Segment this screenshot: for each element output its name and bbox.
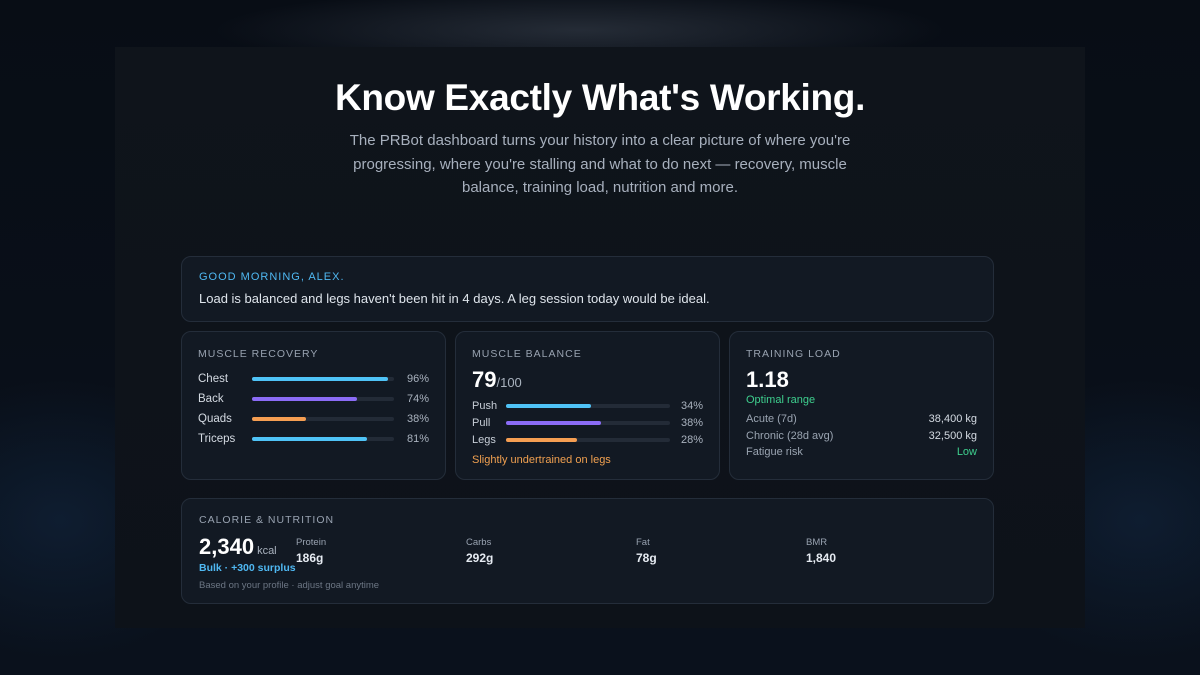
recovery-row: Back 74%	[198, 389, 429, 409]
macro-fat: Fat 78g	[636, 537, 806, 574]
recovery-track	[252, 417, 394, 421]
balance-list: Push 34% Pull 38% Legs 28%	[472, 397, 703, 448]
recovery-fill	[252, 397, 358, 401]
load-row: Chronic (28d avg) 32,500 kg	[746, 430, 977, 447]
balance-track	[505, 420, 671, 425]
load-row: Fatigue risk Low	[746, 446, 977, 463]
recovery-value: 96%	[406, 373, 429, 385]
recovery-muscle-label: Back	[198, 393, 224, 405]
fatigue-risk-value: Low	[956, 446, 977, 458]
hero-title: Know Exactly What's Working.	[334, 77, 866, 118]
balance-note: Slightly undertrained on legs	[472, 454, 611, 466]
macro-bmr: BMR 1,840	[806, 537, 976, 574]
muscle-recovery-card[interactable]: MUSCLE RECOVERY Chest 96% Back 74% Quads…	[181, 331, 446, 480]
calorie-unit: kcal	[257, 545, 277, 557]
balance-category-label: Legs	[472, 433, 496, 446]
dashboard-showcase-panel: Know Exactly What's Working. The PRBot d…	[115, 47, 1085, 628]
greeting-message: Load is balanced and legs haven't been h…	[199, 291, 710, 306]
recovery-value: 38%	[406, 413, 429, 425]
recovery-muscle-label: Chest	[198, 373, 229, 385]
balance-value: 38%	[680, 416, 703, 429]
balance-fill	[505, 437, 577, 442]
recovery-list: Chest 96% Back 74% Quads 38% Triceps 81%	[198, 369, 429, 449]
recovery-fill	[252, 377, 389, 381]
balance-fill	[505, 420, 602, 425]
balance-score-max: /100	[496, 375, 522, 390]
load-row: Acute (7d) 38,400 kg	[746, 413, 977, 430]
recovery-fill	[252, 437, 368, 441]
muscle-recovery-title: MUSCLE RECOVERY	[198, 348, 319, 360]
balance-category-label: Pull	[472, 416, 491, 429]
recovery-track	[252, 397, 394, 401]
recovery-row: Chest 96%	[198, 369, 429, 389]
balance-score-value: 79	[472, 367, 497, 392]
macro-columns: Protein 186g Carbs 292g Fat 78g BMR 1,84…	[296, 537, 976, 574]
recovery-fill	[252, 417, 306, 421]
training-load-list: Acute (7d) 38,400 kg Chronic (28d avg) 3…	[746, 413, 977, 463]
load-row-label: Fatigue risk	[746, 446, 803, 458]
recovery-value: 74%	[406, 393, 429, 405]
nutrition-card[interactable]: CALORIE & NUTRITION 2,340 kcal Bulk · +3…	[181, 498, 994, 604]
training-load-status: Optimal range	[746, 394, 816, 406]
load-row-value: 38,400 kg	[928, 413, 977, 425]
macro-value: 186g	[296, 551, 324, 565]
calorie-goal: Bulk · +300 surplus	[199, 562, 296, 574]
macro-label: Protein	[296, 537, 327, 548]
balance-category-label: Push	[472, 399, 498, 412]
balance-track	[505, 403, 671, 408]
nutrition-footnote: Based on your profile · adjust goal anyt…	[199, 580, 380, 591]
calorie-total: 2,340 kcal	[199, 534, 296, 560]
calorie-value: 2,340	[199, 534, 255, 559]
load-row-value: 32,500 kg	[928, 429, 977, 442]
load-row-label: Acute (7d)	[746, 413, 797, 425]
balance-row: Pull 38%	[472, 414, 703, 431]
macro-value: 1,840	[806, 551, 837, 565]
balance-track	[505, 437, 671, 442]
macro-carbs: Carbs 292g	[466, 537, 636, 574]
recovery-muscle-label: Quads	[198, 413, 232, 425]
training-load-title: TRAINING LOAD	[746, 348, 841, 360]
macro-label: BMR	[806, 537, 828, 548]
recovery-track	[252, 377, 394, 381]
recovery-row: Quads 38%	[198, 409, 429, 429]
nutrition-title: CALORIE & NUTRITION	[199, 514, 335, 526]
nutrition-body: 2,340 kcal Bulk · +300 surplus Protein 1…	[199, 534, 976, 574]
training-load-card[interactable]: TRAINING LOAD 1.18 Optimal range Acute (…	[729, 331, 994, 480]
greeting-label: GOOD MORNING, ALEX.	[199, 271, 345, 283]
muscle-balance-card[interactable]: MUSCLE BALANCE 79 /100 Push 34% Pull 38%…	[455, 331, 720, 480]
balance-score: 79 /100	[472, 367, 703, 393]
balance-value: 28%	[680, 433, 703, 446]
macro-value: 292g	[466, 551, 494, 565]
recovery-muscle-label: Triceps	[198, 433, 236, 445]
balance-row: Legs 28%	[472, 431, 703, 448]
calorie-summary: 2,340 kcal Bulk · +300 surplus	[199, 534, 296, 574]
balance-row: Push 34%	[472, 397, 703, 414]
balance-value: 34%	[680, 399, 703, 412]
recovery-row: Triceps 81%	[198, 429, 429, 449]
balance-fill	[505, 403, 592, 408]
recovery-track	[252, 437, 394, 441]
greeting-card: GOOD MORNING, ALEX. Load is balanced and…	[181, 256, 994, 322]
training-load-value: 1.18	[746, 367, 789, 392]
macro-label: Fat	[636, 537, 650, 548]
load-row-label: Chronic (28d avg)	[746, 429, 834, 442]
macro-protein: Protein 186g	[296, 537, 466, 574]
macro-label: Carbs	[466, 537, 492, 548]
hero-subtitle: The PRBot dashboard turns your history i…	[349, 132, 851, 196]
muscle-balance-title: MUSCLE BALANCE	[472, 348, 582, 360]
recovery-value: 81%	[406, 433, 429, 445]
macro-value: 78g	[636, 551, 657, 565]
